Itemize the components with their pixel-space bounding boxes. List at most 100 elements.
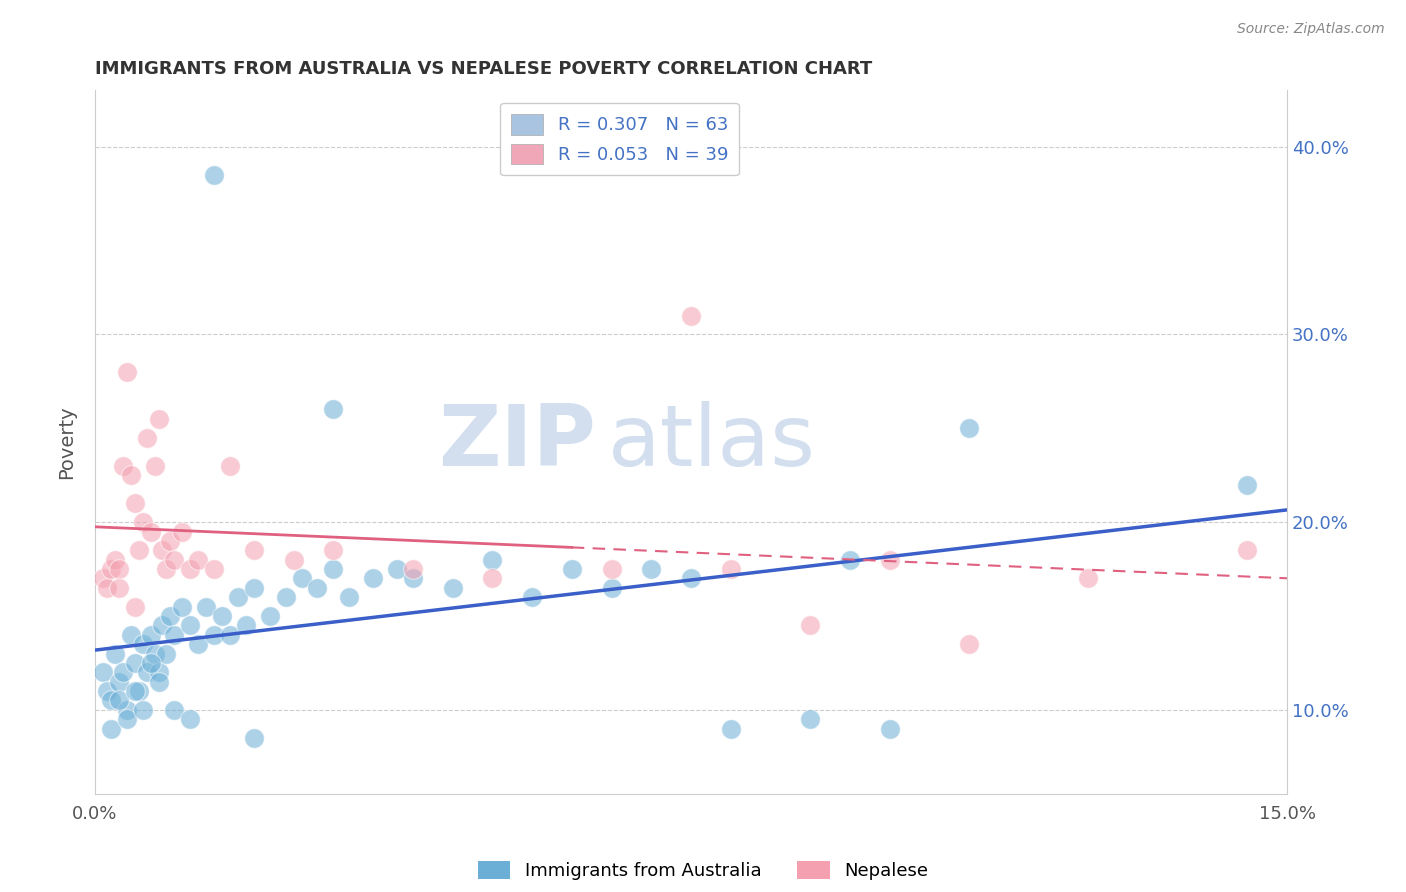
Point [124, 656, 146, 670]
Point [179, 712, 201, 726]
Point [179, 618, 201, 632]
Point [152, 543, 174, 558]
Point [402, 562, 425, 576]
Point [107, 562, 129, 576]
Point [107, 674, 129, 689]
Point [640, 562, 662, 576]
Point [1236, 477, 1258, 491]
Text: ZIP: ZIP [437, 401, 596, 483]
Point [131, 637, 153, 651]
Point [187, 552, 209, 566]
Point [879, 722, 901, 736]
Point [520, 591, 543, 605]
Point [957, 421, 980, 435]
Point [402, 571, 425, 585]
Point [124, 496, 146, 510]
Point [172, 524, 194, 539]
Point [100, 693, 122, 707]
Point [139, 628, 162, 642]
Point [107, 693, 129, 707]
Point [290, 571, 312, 585]
Point [235, 618, 257, 632]
Point [322, 543, 344, 558]
Point [139, 656, 162, 670]
Point [322, 402, 344, 417]
Point [211, 609, 233, 624]
Legend: R = 0.307   N = 63, R = 0.053   N = 39: R = 0.307 N = 63, R = 0.053 N = 39 [501, 103, 740, 175]
Point [219, 628, 242, 642]
Point [143, 458, 166, 473]
Point [600, 581, 623, 595]
Point [135, 431, 157, 445]
Point [720, 722, 742, 736]
Point [104, 552, 127, 566]
Point [187, 637, 209, 651]
Point [839, 552, 862, 566]
Point [135, 665, 157, 680]
Point [155, 647, 177, 661]
Point [1077, 571, 1099, 585]
Point [131, 515, 153, 529]
Point [139, 524, 162, 539]
Point [307, 581, 329, 595]
Point [202, 562, 225, 576]
Point [124, 599, 146, 614]
Point [100, 562, 122, 576]
Point [104, 647, 127, 661]
Point [259, 609, 281, 624]
Point [128, 684, 150, 698]
Point [720, 562, 742, 576]
Point [163, 703, 186, 717]
Point [679, 571, 702, 585]
Point [361, 571, 384, 585]
Point [111, 665, 134, 680]
Point [115, 712, 138, 726]
Point [155, 562, 177, 576]
Point [179, 562, 201, 576]
Point [131, 703, 153, 717]
Point [163, 628, 186, 642]
Point [195, 599, 218, 614]
Point [1236, 543, 1258, 558]
Point [283, 552, 305, 566]
Point [159, 533, 181, 548]
Point [120, 468, 142, 483]
Point [100, 722, 122, 736]
Point [91, 665, 114, 680]
Point [202, 628, 225, 642]
Point [115, 703, 138, 717]
Text: atlas: atlas [607, 401, 815, 483]
Point [148, 412, 170, 426]
Point [226, 591, 249, 605]
Point [107, 581, 129, 595]
Text: IMMIGRANTS FROM AUSTRALIA VS NEPALESE POVERTY CORRELATION CHART: IMMIGRANTS FROM AUSTRALIA VS NEPALESE PO… [96, 60, 872, 78]
Point [600, 562, 623, 576]
Point [96, 684, 118, 698]
Point [159, 609, 181, 624]
Point [481, 571, 503, 585]
Point [441, 581, 464, 595]
Point [163, 552, 186, 566]
Point [91, 571, 114, 585]
Point [96, 581, 118, 595]
Point [957, 637, 980, 651]
Point [128, 543, 150, 558]
Point [124, 684, 146, 698]
Legend: Immigrants from Australia, Nepalese: Immigrants from Australia, Nepalese [471, 854, 935, 888]
Point [879, 552, 901, 566]
Point [115, 365, 138, 379]
Point [799, 712, 821, 726]
Point [561, 562, 583, 576]
Point [148, 674, 170, 689]
Point [799, 618, 821, 632]
Point [111, 458, 134, 473]
Text: Source: ZipAtlas.com: Source: ZipAtlas.com [1237, 22, 1385, 37]
Point [219, 458, 242, 473]
Point [148, 665, 170, 680]
Point [679, 309, 702, 323]
Point [243, 731, 266, 745]
Point [152, 618, 174, 632]
Point [337, 591, 360, 605]
Point [481, 552, 503, 566]
Point [172, 599, 194, 614]
